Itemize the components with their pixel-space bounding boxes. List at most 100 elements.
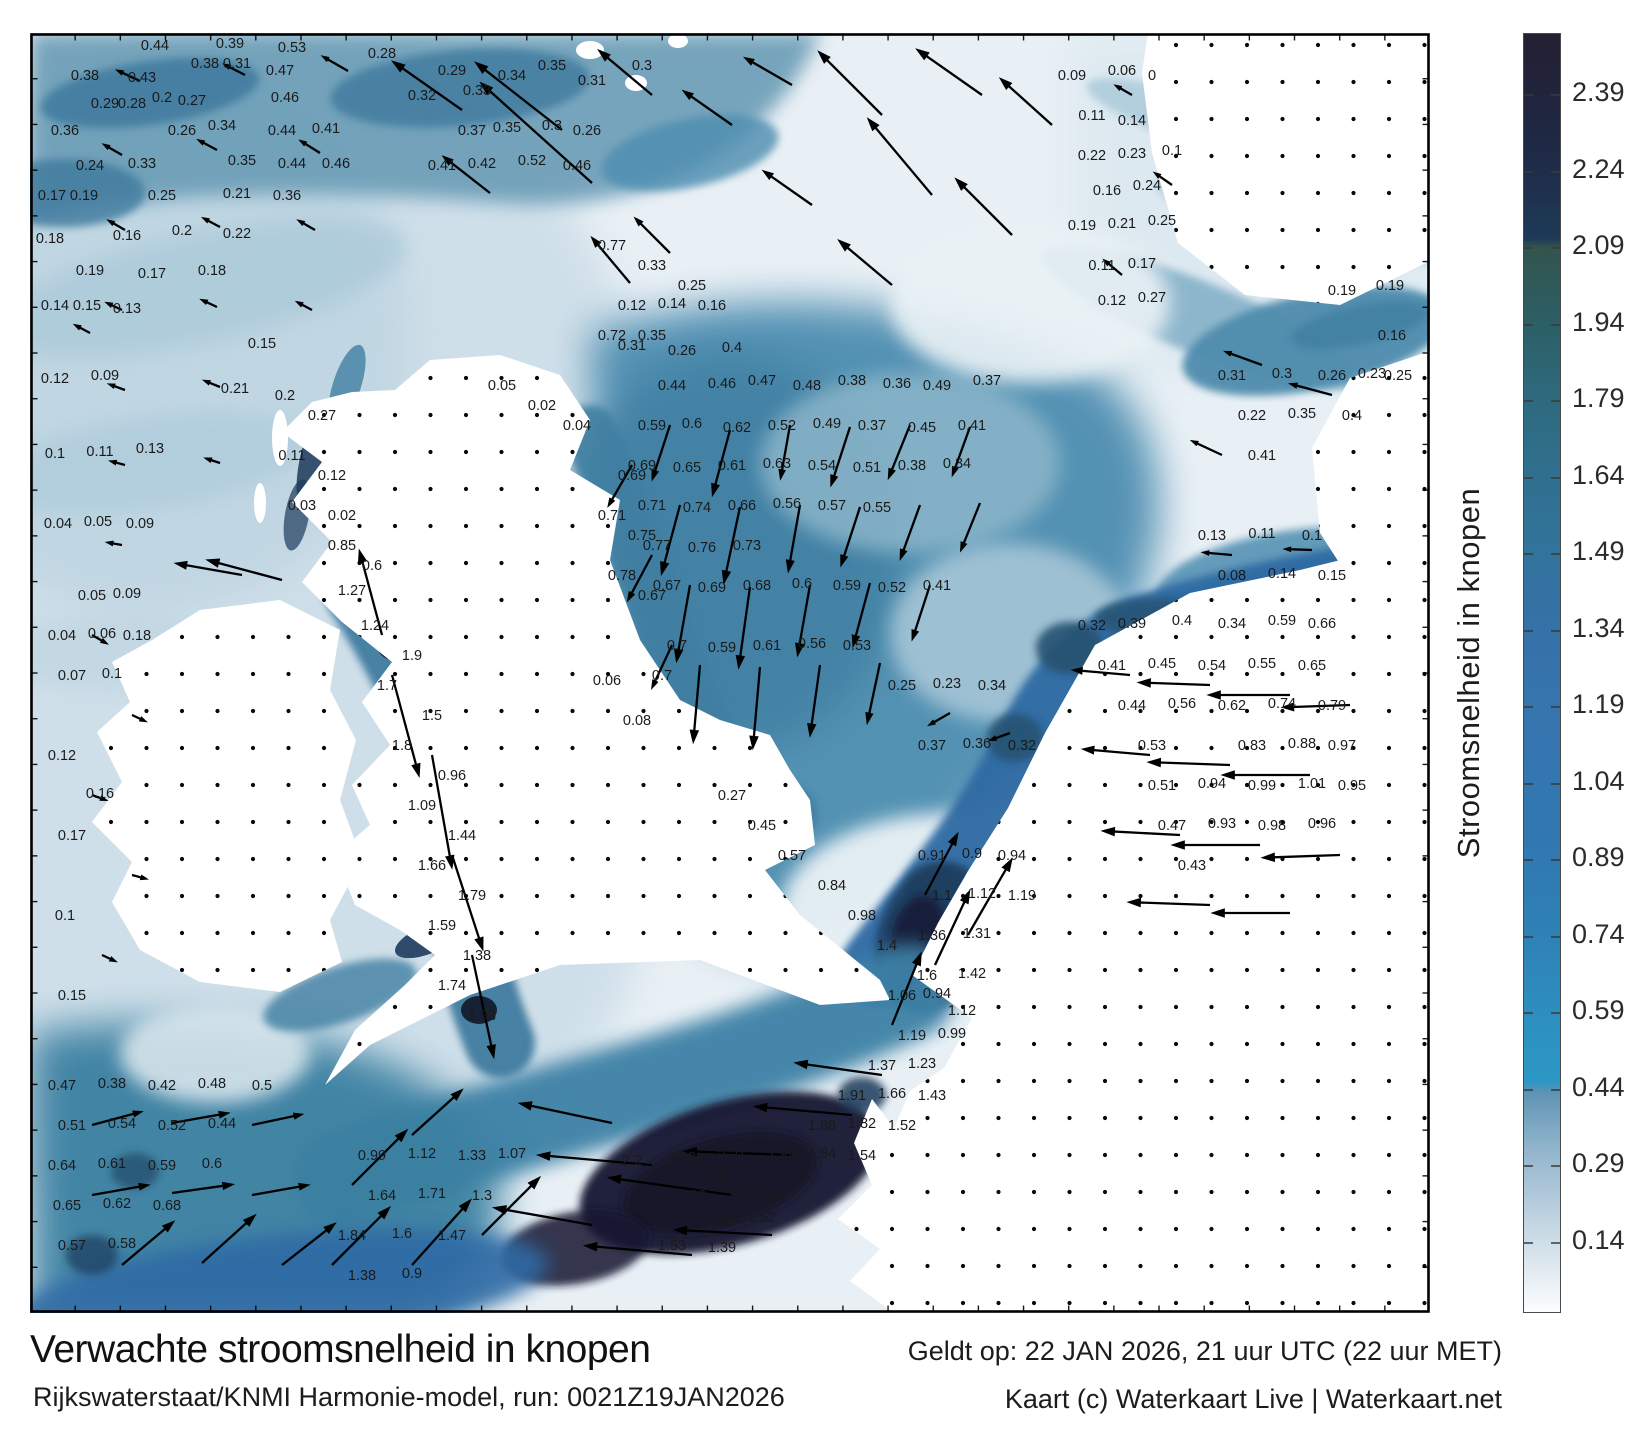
svg-text:1.44: 1.44 [448,828,476,844]
svg-text:0.4: 0.4 [1342,408,1362,424]
svg-text:0.53: 0.53 [843,638,871,654]
svg-text:0.22: 0.22 [223,226,251,242]
svg-text:0.33: 0.33 [638,258,666,274]
svg-text:0.59: 0.59 [1268,613,1296,629]
svg-text:0.07: 0.07 [58,668,86,684]
svg-text:0.58: 0.58 [108,1236,136,1252]
svg-text:0.96: 0.96 [1308,816,1336,832]
svg-text:0.94: 0.94 [998,848,1026,864]
credit-caption: Kaart (c) Waterkaart Live | Waterkaart.n… [1004,1384,1502,1414]
colorbar-tick-label: 0.74 [1572,918,1625,949]
svg-text:1.1: 1.1 [932,888,952,904]
svg-text:0.2: 0.2 [152,90,172,106]
svg-text:0.32: 0.32 [1008,738,1036,754]
svg-text:0.42: 0.42 [148,1078,176,1094]
svg-text:0.06: 0.06 [1108,63,1136,79]
svg-text:2.33: 2.33 [698,1168,726,1184]
svg-text:0.77: 0.77 [598,238,626,254]
svg-text:0.99: 0.99 [358,1148,386,1164]
svg-text:0.19: 0.19 [70,188,98,204]
svg-text:0.55: 0.55 [863,500,891,516]
colorbar-tick [1551,400,1560,403]
colorbar-tick [1524,1241,1533,1244]
svg-text:0.38: 0.38 [71,68,99,84]
svg-text:1.82: 1.82 [848,1116,876,1132]
svg-text:0.25: 0.25 [888,678,916,694]
colorbar-tick [1524,94,1533,97]
svg-text:1.01: 1.01 [1298,776,1326,792]
svg-text:1.06: 1.06 [888,988,916,1004]
svg-text:1.8: 1.8 [392,738,412,754]
svg-text:1.84: 1.84 [808,1146,836,1162]
svg-text:0.1: 0.1 [102,666,122,682]
svg-text:0.12: 0.12 [48,748,76,764]
svg-text:1.71: 1.71 [418,1186,446,1202]
colorbar-tick-label: 2.39 [1572,77,1625,108]
svg-text:0.53: 0.53 [1138,738,1166,754]
svg-text:1.12: 1.12 [948,1003,976,1019]
map-canvas: 0.44 0.390.38 0.310.530.38 0.43 0.470.290.28… [30,33,1430,1313]
colorbar-tick-label: 1.94 [1572,306,1625,337]
svg-text:0.44: 0.44 [1118,698,1146,714]
svg-text:1.6: 1.6 [917,968,937,984]
svg-text:0.1: 0.1 [45,446,65,462]
svg-text:1.66: 1.66 [878,1086,906,1102]
svg-text:0.99: 0.99 [1248,778,1276,794]
svg-text:0.94: 0.94 [923,986,951,1002]
svg-text:0.61: 0.61 [753,638,781,654]
svg-text:0.53: 0.53 [278,40,306,56]
colorbar-tick [1524,170,1533,173]
svg-text:0.14: 0.14 [41,298,69,314]
svg-text:1.27: 1.27 [338,583,366,599]
svg-text:0.17: 0.17 [1128,256,1156,272]
svg-text:0.41: 0.41 [312,121,340,137]
colorbar-axis-label: Stroomsnelheid in knopen [1451,487,1486,859]
svg-text:0.16: 0.16 [1093,183,1121,199]
svg-text:0.21: 0.21 [221,381,249,397]
svg-text:0.52: 0.52 [518,153,546,169]
svg-text:0.18: 0.18 [198,263,226,279]
svg-text:0.15: 0.15 [248,336,276,352]
svg-text:0.36: 0.36 [963,736,991,752]
svg-text:0.4: 0.4 [1172,613,1192,629]
colorbar-tick-label: 1.19 [1572,689,1625,720]
svg-text:0.16: 0.16 [698,298,726,314]
svg-text:0.38: 0.38 [98,1076,126,1092]
svg-text:0.79: 0.79 [1318,698,1346,714]
svg-text:1.88: 1.88 [808,1118,836,1134]
svg-text:1.07: 1.07 [498,1146,526,1162]
svg-text:0.24: 0.24 [1133,178,1161,194]
svg-text:0.12: 0.12 [41,371,69,387]
svg-text:0.1: 0.1 [55,908,75,924]
model-run-caption: Rijkswaterstaat/KNMI Harmonie-model, run… [33,1382,785,1412]
svg-text:0.12: 0.12 [618,298,646,314]
svg-text:0.83: 0.83 [1238,738,1266,754]
svg-text:0.2: 0.2 [172,223,192,239]
svg-text:0.11: 0.11 [1078,108,1105,124]
svg-text:0.28: 0.28 [368,46,396,62]
svg-text:0.59: 0.59 [708,640,736,656]
svg-text:0.3: 0.3 [542,118,562,134]
svg-text:0.18: 0.18 [36,231,64,247]
svg-text:0.29: 0.29 [91,96,119,112]
svg-text:0.16: 0.16 [86,786,114,802]
svg-text:1.38: 1.38 [348,1268,376,1284]
svg-text:0.25: 0.25 [1148,213,1176,229]
colorbar-tick-label: 0.14 [1572,1224,1625,1255]
svg-text:1.31: 1.31 [963,926,991,942]
svg-text:0.6: 0.6 [362,558,382,574]
svg-text:0.47: 0.47 [266,63,294,79]
svg-text:0.4: 0.4 [722,340,742,356]
svg-text:0.67: 0.67 [638,588,666,604]
svg-text:0.33: 0.33 [128,156,156,172]
svg-text:0.57: 0.57 [818,498,846,514]
svg-text:0.61: 0.61 [718,458,746,474]
svg-text:0.38: 0.38 [838,373,866,389]
svg-text:0.72: 0.72 [598,328,626,344]
svg-text:0.65: 0.65 [53,1198,81,1214]
colorbar-tick-label: 2.24 [1572,153,1625,184]
svg-text:0.1: 0.1 [1162,143,1182,159]
svg-text:1.52: 1.52 [888,1118,916,1134]
svg-text:0.68: 0.68 [743,578,771,594]
valid-time-caption: Geldt op: 22 JAN 2026, 21 uur UTC (22 uu… [907,1336,1502,1366]
